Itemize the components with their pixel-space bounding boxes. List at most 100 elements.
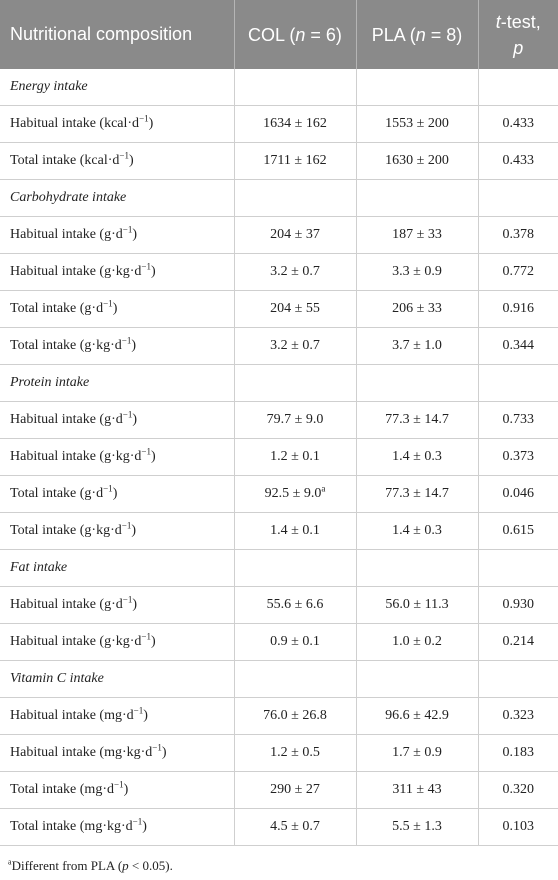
row-label: Habitual intake (g·d−1) — [0, 401, 235, 439]
p-value: 0.046 — [478, 475, 558, 513]
empty-cell — [478, 179, 558, 217]
unit-exponent: −1 — [103, 483, 113, 494]
unit-exponent: −1 — [119, 150, 129, 161]
row-label-close: ) — [143, 708, 148, 723]
header-ttest: t-test, p — [478, 0, 558, 69]
row-label: Total intake (g·d−1) — [0, 475, 235, 513]
unit-exponent: −1 — [132, 816, 143, 827]
footnote-p: p — [122, 858, 129, 873]
row-label-close: ) — [123, 782, 129, 797]
row-label-close: ) — [150, 264, 156, 279]
row-label-close: ) — [150, 449, 156, 464]
empty-cell — [234, 364, 357, 402]
p-value: 0.320 — [478, 771, 558, 809]
row-label-text: Total intake (g·d — [10, 486, 104, 501]
row-label: Habitual intake (mg·d−1) — [0, 697, 235, 735]
p-value: 0.344 — [478, 327, 558, 365]
table-row: Habitual intake (g·d−1) 79.7 ± 9.0 77.3 ± … — [0, 401, 558, 439]
pla-value: 96.6 ± 42.9 — [356, 697, 479, 735]
header-pla-n: n — [415, 24, 426, 45]
empty-cell — [356, 179, 479, 217]
col-value: 1.4 ± 0.1 — [234, 512, 357, 550]
col-value-text: 4.5 ± 0.7 — [270, 819, 320, 834]
header-col-group: COL (n = 6) — [234, 0, 357, 69]
col-value-text: 204 ± 37 — [270, 227, 320, 242]
col-value-text: 1.2 ± 0.1 — [270, 449, 320, 464]
row-label-close: ) — [131, 338, 137, 353]
col-value-text: 76.0 ± 26.8 — [263, 708, 327, 723]
row-label-text: Habitual intake (g·kg·d — [10, 449, 142, 464]
row-label-close: ) — [150, 634, 156, 649]
col-value: 0.9 ± 0.1 — [234, 623, 357, 661]
p-value: 0.772 — [478, 253, 558, 291]
pla-value: 1.7 ± 0.9 — [356, 734, 479, 772]
pla-value: 1553 ± 200 — [356, 105, 479, 143]
footnote-text-before: Different from PLA ( — [11, 858, 123, 873]
header-ttest-rest: -test, — [500, 11, 541, 32]
p-value: 0.615 — [478, 512, 558, 550]
unit-exponent: −1 — [141, 446, 151, 457]
col-value-text: 0.9 ± 0.1 — [270, 634, 320, 649]
table-row: Total intake (g·d−1) 92.5 ± 9.0a 77.3 ± 14… — [0, 475, 558, 513]
row-label-text: Total intake (kcal·d — [10, 153, 120, 168]
row-label-close: ) — [132, 412, 137, 427]
row-label-close: ) — [129, 153, 134, 168]
row-label: Total intake (g·kg·d−1) — [0, 512, 235, 550]
footnote-mark: a — [8, 857, 12, 867]
table-row: Habitual intake (mg·kg·d−1) 1.2 ± 0.5 1.7 … — [0, 734, 558, 772]
row-label-close: ) — [132, 227, 137, 242]
unit-exponent: −1 — [121, 335, 132, 346]
table-footnote: aDifferent from PLA (p < 0.05). — [0, 846, 558, 874]
p-value: 0.373 — [478, 438, 558, 476]
row-label: Habitual intake (g·d−1) — [0, 586, 235, 624]
row-label-text: Habitual intake (mg·d — [10, 708, 134, 723]
p-value: 0.214 — [478, 623, 558, 661]
row-label-text: Habitual intake (mg·kg·d — [10, 745, 153, 760]
p-value: 0.183 — [478, 734, 558, 772]
pla-value: 3.3 ± 0.9 — [356, 253, 479, 291]
section-label: Fat intake — [0, 549, 235, 587]
section-label: Vitamin C intake — [0, 660, 235, 698]
p-value: 0.378 — [478, 216, 558, 254]
unit-exponent: −1 — [122, 594, 133, 605]
table-row: Habitual intake (kcal·d−1) 1634 ± 162 1553… — [0, 105, 558, 143]
empty-cell — [478, 364, 558, 402]
empty-cell — [478, 660, 558, 698]
row-label-text: Habitual intake (g·d — [10, 597, 123, 612]
col-value: 1.2 ± 0.1 — [234, 438, 357, 476]
p-value: 0.930 — [478, 586, 558, 624]
empty-cell — [478, 549, 558, 587]
header-ttest-t: t — [495, 11, 501, 32]
row-label-close: ) — [112, 486, 118, 501]
row-label: Total intake (g·kg·d−1) — [0, 327, 235, 365]
unit-exponent: −1 — [122, 224, 133, 235]
pla-value: 77.3 ± 14.7 — [356, 475, 479, 513]
row-label-text: Habitual intake (kcal·d — [10, 116, 140, 131]
table-row: Habitual intake (g·d−1) 55.6 ± 6.6 56.0 ± … — [0, 586, 558, 624]
row-label: Habitual intake (g·d−1) — [0, 216, 235, 254]
section-row: Energy intake — [0, 69, 558, 106]
pla-value: 187 ± 33 — [356, 216, 479, 254]
row-label: Habitual intake (g·kg·d−1) — [0, 253, 235, 291]
col-value-text: 1711 ± 162 — [263, 153, 327, 168]
col-value-text: 1.4 ± 0.1 — [270, 523, 320, 538]
empty-cell — [478, 69, 558, 106]
empty-cell — [356, 364, 479, 402]
col-value-text: 79.7 ± 9.0 — [266, 412, 324, 427]
row-label: Habitual intake (kcal·d−1) — [0, 105, 235, 143]
col-value-text: 290 ± 27 — [270, 782, 320, 797]
section-row: Vitamin C intake — [0, 660, 558, 698]
row-label-text: Habitual intake (g·d — [10, 227, 123, 242]
table-row: Total intake (mg·d−1) 290 ± 27 311 ± 43 0.3… — [0, 771, 558, 809]
p-value: 0.103 — [478, 808, 558, 846]
unit-exponent: −1 — [141, 261, 151, 272]
col-value: 55.6 ± 6.6 — [234, 586, 357, 624]
unit-exponent: −1 — [139, 113, 149, 124]
col-value-text: 3.2 ± 0.7 — [270, 338, 320, 353]
table-row: Habitual intake (g·kg·d−1) 3.2 ± 0.7 3.3 ±… — [0, 253, 558, 291]
row-label: Habitual intake (mg·kg·d−1) — [0, 734, 235, 772]
row-label-text: Total intake (g·d — [10, 301, 104, 316]
unit-exponent: −1 — [103, 298, 113, 309]
significance-mark: a — [321, 483, 326, 494]
empty-cell — [356, 549, 479, 587]
